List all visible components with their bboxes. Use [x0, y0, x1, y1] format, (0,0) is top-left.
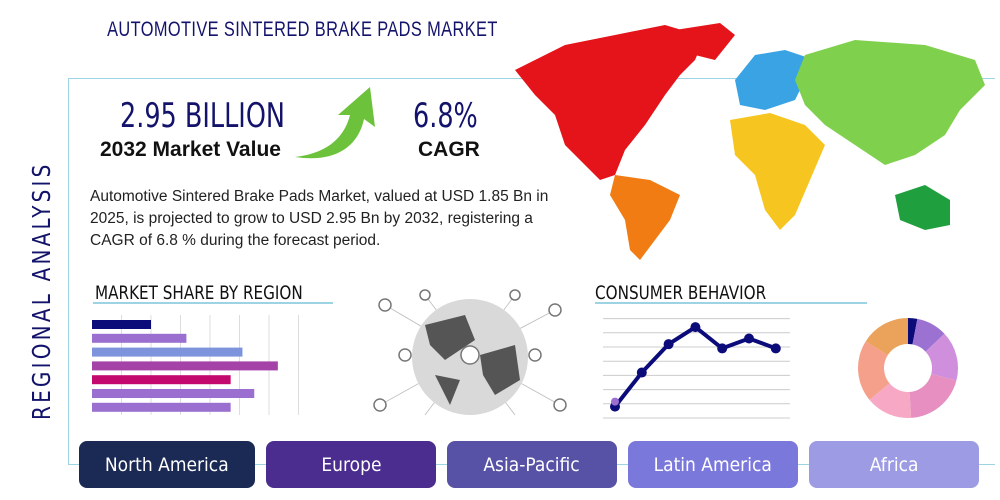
market-value: 2.95 BILLION: [120, 96, 340, 136]
map-africa: [730, 113, 825, 230]
region-label: Africa: [869, 453, 919, 476]
bar: [92, 333, 187, 343]
consumer-behavior-heading: CONSUMER BEHAVIOR: [595, 282, 809, 304]
bar: [92, 389, 255, 398]
market-share-bar-chart: [92, 315, 299, 415]
side-label: REGIONAL ANALYSIS: [27, 97, 56, 420]
region-label: Asia-Pacific: [483, 453, 581, 476]
cagr-label: CAGR: [418, 138, 480, 161]
market-value-label: 2032 Market Value: [100, 138, 281, 161]
consumer-donut-chart: [858, 318, 958, 418]
bar: [92, 347, 243, 357]
map-greenland: [675, 23, 735, 60]
map-north-america: [515, 25, 705, 180]
donut-slice: [869, 383, 912, 418]
map-south-america: [610, 175, 680, 260]
divider: [93, 302, 333, 304]
bar: [92, 375, 231, 385]
data-point: [744, 333, 754, 344]
donut-slice: [925, 333, 958, 381]
data-point: [636, 367, 647, 378]
description: Automotive Sintered Brake Pads Market, v…: [90, 188, 549, 249]
bar: [92, 361, 278, 371]
market-share-heading-text: MARKET SHARE BY REGION: [95, 282, 303, 304]
region-label: Europe: [320, 453, 382, 476]
data-point: [690, 322, 701, 333]
region-button-latin-america[interactable]: Latin America: [628, 441, 798, 488]
market-value-text: 2.95 BILLION: [120, 96, 285, 136]
map-europe: [735, 50, 815, 110]
cagr-value-text: 6.8%: [413, 96, 478, 136]
data-point: [717, 343, 728, 354]
donut-slice: [858, 341, 890, 400]
world-map: [515, 23, 985, 260]
region-button-europe[interactable]: Europe: [266, 441, 436, 488]
bar: [92, 320, 151, 329]
consumer-behavior-heading-text: CONSUMER BEHAVIOR: [595, 282, 767, 304]
region-button-north-america[interactable]: North America: [79, 441, 255, 488]
data-point: [663, 339, 674, 350]
map-australia: [895, 185, 950, 230]
cagr-value: 6.8%: [413, 96, 499, 136]
region-label: North America: [105, 453, 229, 476]
data-point-highlight: [611, 397, 619, 406]
region-label: Latin America: [653, 453, 773, 476]
donut-slice: [908, 318, 918, 345]
donut-slice: [912, 318, 945, 352]
region-button-asia-pacific[interactable]: Asia-Pacific: [447, 441, 617, 488]
bar: [92, 402, 231, 412]
side-label-text: REGIONAL ANALYSIS: [27, 161, 56, 420]
divider: [595, 302, 867, 304]
network-globe-icon: [373, 289, 567, 416]
consumer-line-chart: [603, 318, 790, 419]
market-share-heading: MARKET SHARE BY REGION: [95, 282, 355, 304]
map-asia: [795, 40, 985, 165]
page-title: AUTOMOTIVE SINTERED BRAKE PADS MARKET: [107, 18, 498, 41]
data-point: [770, 343, 781, 354]
donut-slice: [865, 318, 908, 356]
region-button-africa[interactable]: Africa: [809, 441, 979, 488]
growth-arrow-icon: [295, 87, 375, 159]
donut-slice: [909, 373, 957, 418]
